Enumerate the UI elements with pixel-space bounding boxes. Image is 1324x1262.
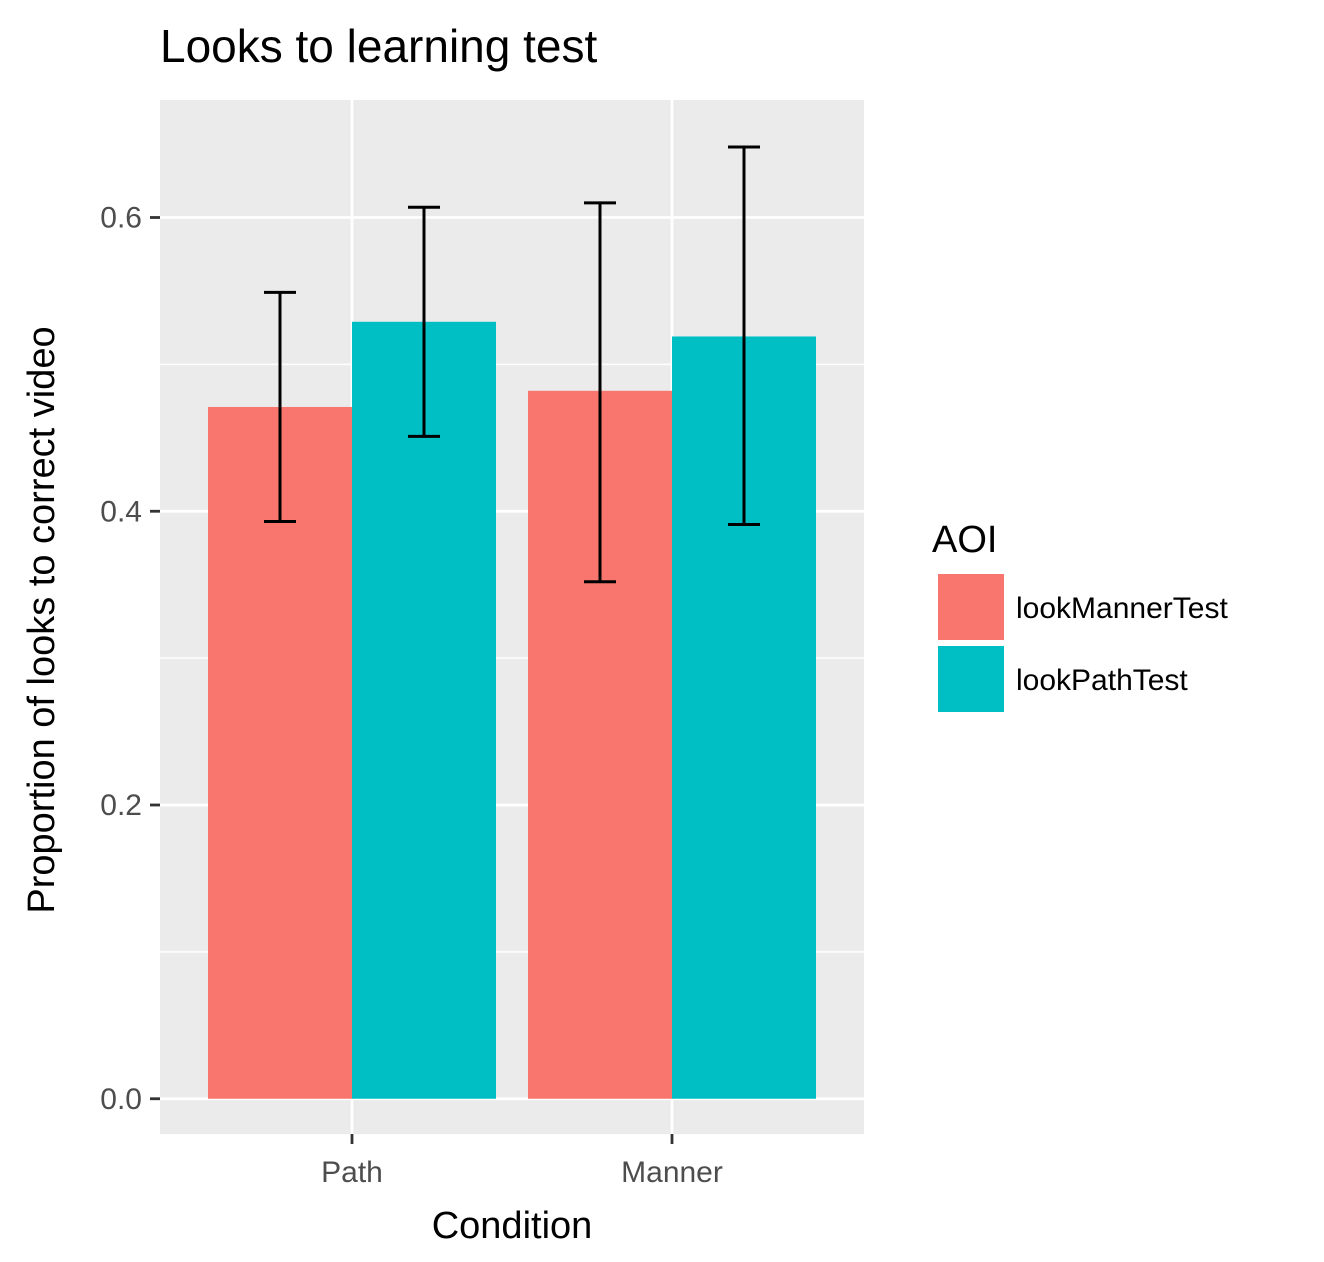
legend-label: lookMannerTest xyxy=(1016,592,1228,625)
bar xyxy=(352,321,496,1099)
y-tick-label: 0.2 xyxy=(100,789,142,822)
y-tick-label: 0.6 xyxy=(100,202,142,235)
y-tick-label: 0.4 xyxy=(100,495,142,528)
legend: AOI lookMannerTest lookPathTest xyxy=(932,519,1228,712)
chart-title: Looks to learning test xyxy=(160,20,597,72)
y-axis-title: Proportion of looks to correct video xyxy=(21,326,63,913)
y-axis: 0.0 0.2 0.4 0.6 xyxy=(100,202,160,1116)
x-tick-label: Path xyxy=(321,1156,383,1189)
x-tick-label: Manner xyxy=(621,1156,723,1189)
legend-title: AOI xyxy=(932,519,997,561)
error-bars xyxy=(264,145,760,584)
bars xyxy=(208,321,816,1099)
legend-key xyxy=(938,574,1004,640)
legend-key xyxy=(938,646,1004,712)
x-axis: Path Manner xyxy=(321,1134,723,1189)
y-tick-label: 0.0 xyxy=(100,1083,142,1116)
x-axis-title: Condition xyxy=(432,1205,593,1247)
legend-label: lookPathTest xyxy=(1016,664,1188,697)
